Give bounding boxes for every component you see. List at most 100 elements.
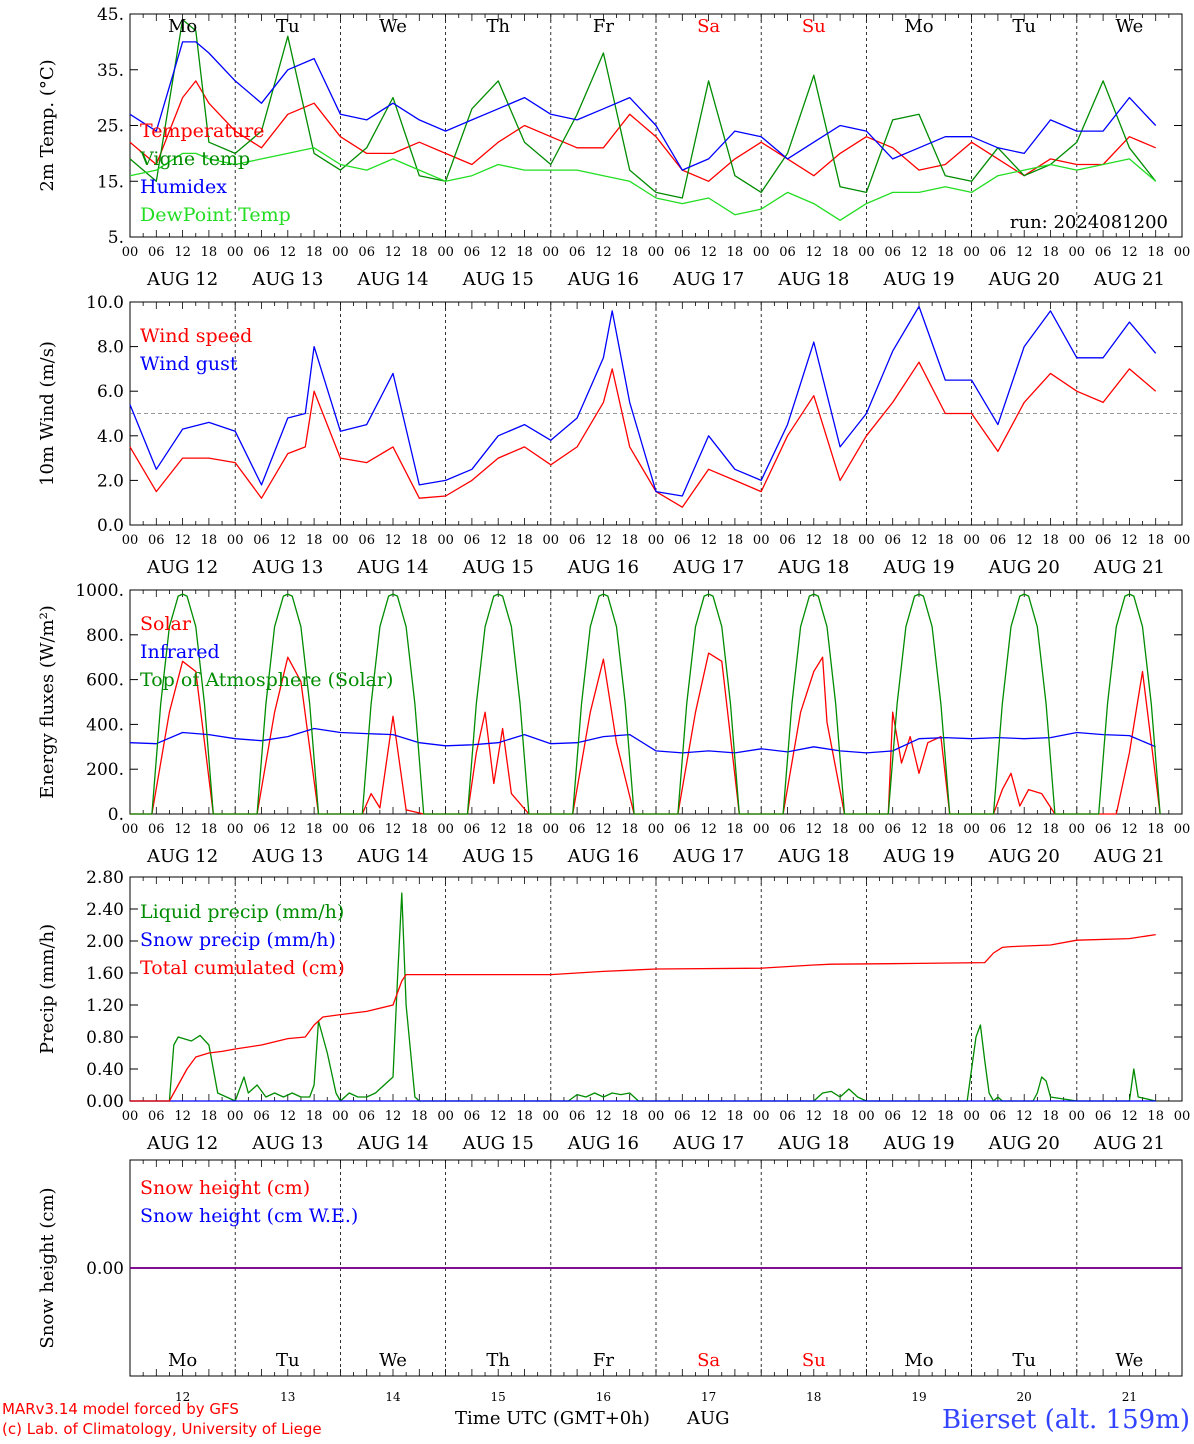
- series-line-total-cumulated-cm-: [130, 933, 1156, 1102]
- hour-tick-label: 18: [306, 245, 323, 260]
- y-tick-label: 10.0: [86, 293, 124, 313]
- day-name-label: Fr: [593, 1350, 614, 1371]
- hour-tick-label: 12: [1016, 1109, 1033, 1124]
- hour-tick-label: 00: [1174, 1109, 1191, 1124]
- hour-tick-label: 06: [779, 1109, 796, 1124]
- day-number-label: 12: [175, 1390, 190, 1404]
- hour-tick-label: 06: [884, 822, 901, 837]
- hour-tick-label: 18: [832, 245, 849, 260]
- y-tick-label: 1000.: [75, 581, 124, 601]
- date-label: AUG 12: [146, 557, 218, 578]
- day-name-label: Th: [486, 16, 510, 37]
- series-line-infrared: [129, 727, 1156, 754]
- day-name-label: Sa: [697, 1350, 720, 1371]
- hour-tick-label: 00: [332, 533, 349, 548]
- hour-tick-label: 12: [700, 822, 717, 837]
- hour-tick-label: 18: [621, 533, 638, 548]
- hour-tick-label: 06: [148, 245, 165, 260]
- hour-tick-label: 12: [1121, 533, 1138, 548]
- hour-tick-label: 18: [1042, 822, 1059, 837]
- hour-tick-label: 06: [148, 533, 165, 548]
- hour-tick-label: 18: [411, 1109, 428, 1124]
- date-label: AUG 19: [882, 557, 954, 578]
- chart-panel-3: 0. 200. 400. 600. 800. 1000. Energy fluxes (W/…: [37, 581, 1190, 867]
- hour-tick-label: 12: [911, 822, 928, 837]
- hour-tick-label: 12: [911, 533, 928, 548]
- date-label: AUG 21: [1093, 846, 1165, 867]
- hour-tick-label: 00: [543, 1109, 560, 1124]
- hour-tick-label: 12: [280, 533, 297, 548]
- hour-tick-label: 06: [884, 245, 901, 260]
- hour-tick-label: 18: [1147, 533, 1164, 548]
- hour-tick-label: 06: [358, 1109, 375, 1124]
- hour-tick-label: 00: [1174, 245, 1191, 260]
- legend-entry: DewPoint Temp: [140, 204, 291, 226]
- hour-tick-label: 06: [990, 822, 1007, 837]
- hour-tick-label: 00: [753, 245, 770, 260]
- hour-tick-label: 00: [122, 1109, 139, 1124]
- hour-tick-label: 06: [1095, 1109, 1112, 1124]
- date-label: AUG 19: [882, 846, 954, 867]
- hour-tick-label: 12: [1121, 245, 1138, 260]
- hour-tick-label: 12: [174, 822, 191, 837]
- hour-tick-label: 06: [464, 1109, 481, 1124]
- date-label: AUG 16: [567, 1133, 639, 1154]
- date-label: AUG 12: [146, 269, 218, 290]
- day-number-label: 13: [280, 1390, 295, 1404]
- chart-panel-1: 5. 15. 25. 35. 45. 2m Temp. (°C) Temperature Vi…: [37, 5, 1190, 290]
- hour-tick-label: 12: [700, 533, 717, 548]
- hour-tick-label: 00: [963, 245, 980, 260]
- hour-tick-label: 00: [122, 533, 139, 548]
- legend-entry: Infrared: [140, 641, 220, 663]
- date-label: AUG 17: [672, 1133, 744, 1154]
- date-label: AUG 16: [567, 269, 639, 290]
- hour-tick-label: 18: [937, 533, 954, 548]
- hour-tick-label: 18: [832, 822, 849, 837]
- day-number-label: 14: [385, 1390, 401, 1404]
- hour-tick-label: 06: [990, 533, 1007, 548]
- legend-entry: Snow precip (mm/h): [140, 929, 336, 951]
- day-name-label: We: [379, 16, 407, 37]
- hour-tick-label: 18: [201, 1109, 218, 1124]
- hour-tick-label: 06: [884, 1109, 901, 1124]
- series-line-humidex: [129, 41, 1157, 171]
- hour-tick-label: 18: [411, 533, 428, 548]
- hour-tick-label: 06: [674, 533, 691, 548]
- hour-tick-label: 06: [569, 533, 586, 548]
- hour-tick-label: 12: [595, 822, 612, 837]
- y-axis-label: Precip (mm/h): [37, 924, 58, 1054]
- hour-tick-label: 18: [516, 533, 533, 548]
- date-label: AUG 21: [1093, 1133, 1165, 1154]
- hour-tick-label: 00: [1174, 822, 1191, 837]
- hour-tick-label: 00: [753, 533, 770, 548]
- legend-entry: Temperature: [140, 120, 264, 142]
- hour-tick-label: 12: [1016, 822, 1033, 837]
- y-tick-label: 0.00: [86, 1092, 124, 1112]
- hour-tick-label: 00: [963, 533, 980, 548]
- hour-tick-label: 12: [385, 533, 402, 548]
- hour-tick-label: 12: [490, 822, 507, 837]
- day-name-label: Tu: [1012, 1350, 1036, 1371]
- date-label: AUG 13: [251, 1133, 323, 1154]
- hour-tick-label: 18: [1147, 822, 1164, 837]
- day-number-label: 19: [911, 1390, 926, 1404]
- hour-tick-label: 06: [569, 245, 586, 260]
- date-label: AUG 16: [567, 846, 639, 867]
- y-tick-label: 2.00: [86, 932, 124, 952]
- date-label: AUG 19: [882, 269, 954, 290]
- day-name-label: Su: [802, 1350, 826, 1371]
- hour-tick-label: 00: [437, 533, 454, 548]
- date-label: AUG 17: [672, 846, 744, 867]
- hour-tick-label: 06: [358, 822, 375, 837]
- day-name-label: Mo: [904, 1350, 933, 1371]
- hour-tick-label: 18: [1042, 1109, 1059, 1124]
- hour-tick-label: 00: [332, 1109, 349, 1124]
- hour-tick-label: 06: [569, 1109, 586, 1124]
- day-name-label: We: [379, 1350, 407, 1371]
- chart-panel-4: 0.00 0.40 0.80 1.20 1.60 2.00 2.40 2.80 Precip (…: [37, 868, 1190, 1154]
- hour-tick-label: 18: [832, 533, 849, 548]
- y-tick-label: 200.: [86, 760, 124, 780]
- y-tick-label: 2.40: [86, 900, 124, 920]
- y-tick-label: 0.00: [86, 1259, 124, 1279]
- y-tick-label: 25.: [97, 117, 124, 137]
